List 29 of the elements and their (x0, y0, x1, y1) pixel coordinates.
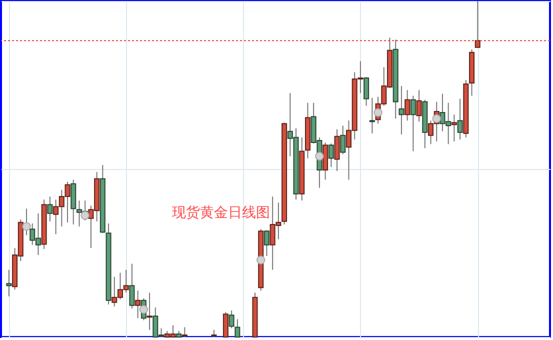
candlestick (47, 196, 53, 222)
candlestick (234, 318, 240, 338)
candlestick (398, 86, 404, 135)
candlestick (457, 98, 463, 140)
point (139, 305, 148, 314)
candlestick (129, 263, 135, 309)
candlestick (340, 125, 346, 155)
candlestick (328, 142, 334, 168)
candlestick (416, 90, 422, 122)
candlestick (6, 269, 12, 297)
candlestick (474, 0, 480, 48)
candlestick (410, 95, 416, 152)
point (256, 256, 266, 264)
candlestick (404, 90, 410, 122)
candlestick (369, 97, 375, 134)
point (374, 108, 382, 117)
candlestick (451, 114, 457, 142)
point (22, 222, 31, 231)
candlestick (364, 76, 370, 106)
candlestick (334, 128, 340, 172)
candlestick (264, 230, 270, 257)
candlestick (135, 290, 141, 319)
candlestick (146, 292, 152, 330)
point (432, 114, 441, 123)
text: 现货黄金日线图 (172, 205, 270, 221)
candlestick (222, 312, 228, 338)
candlestick (182, 326, 188, 338)
candlestick (228, 310, 234, 329)
point (315, 152, 324, 161)
